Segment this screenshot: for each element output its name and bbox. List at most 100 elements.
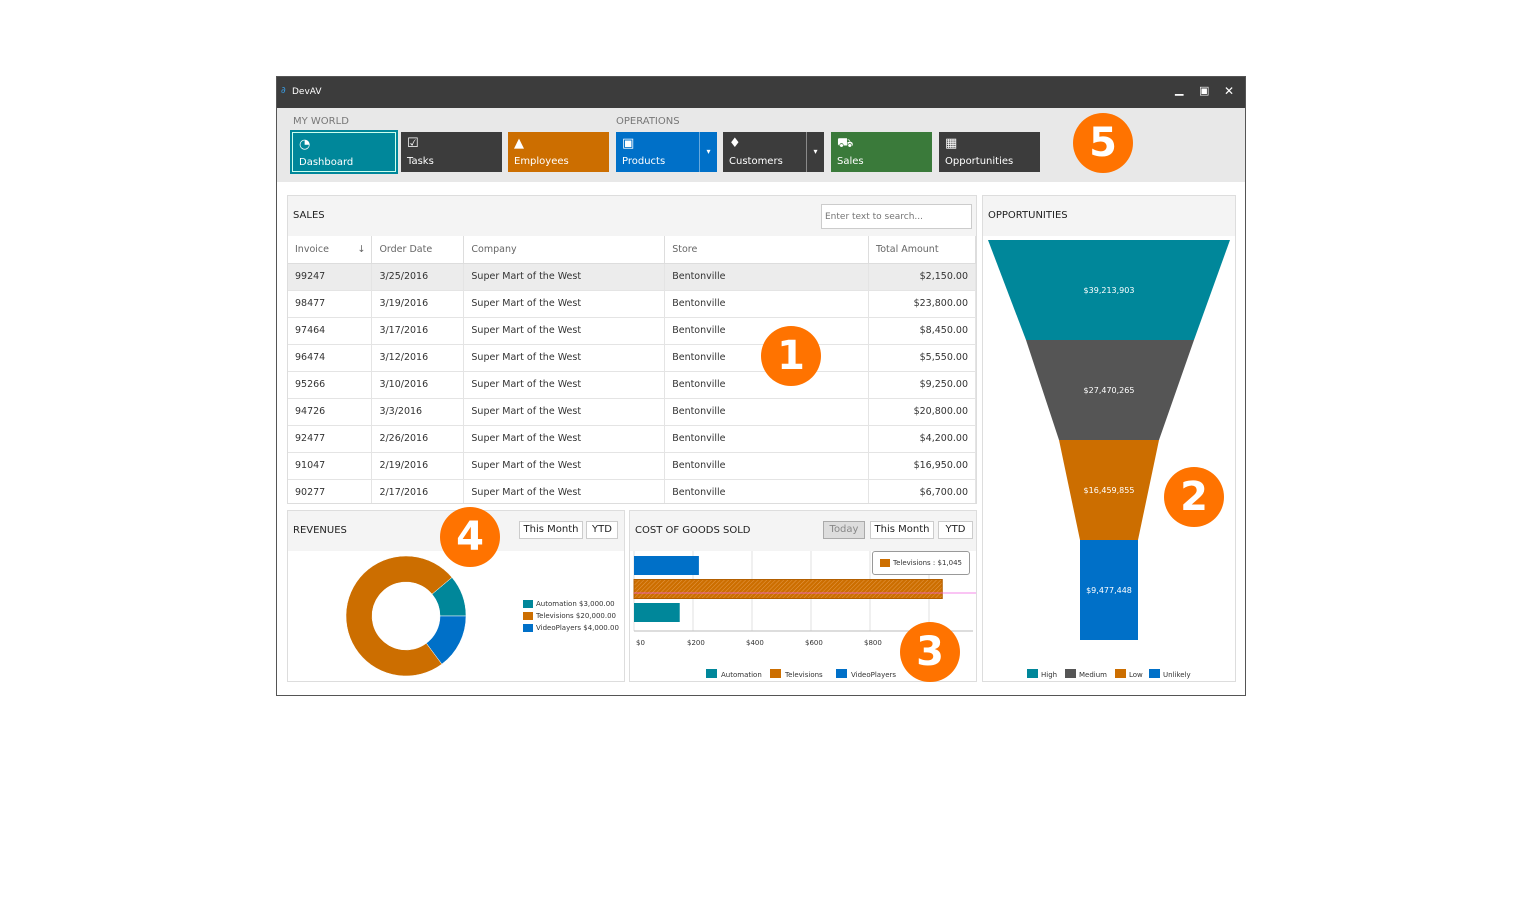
table-row[interactable]: 95266 3/10/2016 Super Mart of the West Bent… bbox=[288, 371, 976, 399]
x-tick-label: $0 bbox=[636, 639, 645, 647]
opportunities-funnel-chart: $39,213,903 $27,470,265 $16,459,855 $9,477,… bbox=[988, 240, 1230, 679]
legend-label: Low bbox=[1129, 671, 1143, 679]
table-cell: 97464 bbox=[288, 317, 373, 345]
table-cell: $16,950.00 bbox=[868, 452, 976, 480]
x-tick-label: $200 bbox=[687, 639, 705, 647]
tooltip-swatch bbox=[880, 559, 890, 567]
dropdown-arrow-icon[interactable]: ▾ bbox=[806, 132, 824, 172]
legend-label: VideoPlayers $4,000.00 bbox=[536, 624, 619, 632]
legend-label: VideoPlayers bbox=[851, 671, 896, 679]
table-cell: $6,700.00 bbox=[868, 479, 976, 503]
table-cell: Bentonville bbox=[664, 452, 870, 480]
funnel-value-label: $16,459,855 bbox=[1084, 486, 1135, 495]
legend-label: Unlikely bbox=[1163, 671, 1191, 679]
this-month-button[interactable]: This Month bbox=[870, 521, 934, 539]
tile-products[interactable]: ▣ Products ▾ bbox=[616, 132, 717, 172]
table-row[interactable]: 97464 3/17/2016 Super Mart of the West Bent… bbox=[288, 317, 976, 345]
table-row[interactable]: 94726 3/3/2016 Super Mart of the West Bento… bbox=[288, 398, 976, 426]
column-header-label: Store bbox=[672, 243, 698, 255]
table-row[interactable]: 90277 2/17/2016 Super Mart of the West Bent… bbox=[288, 479, 976, 503]
legend-swatch bbox=[523, 600, 533, 608]
column-header-label: Total Amount bbox=[876, 243, 939, 255]
today-button[interactable]: Today bbox=[823, 521, 865, 539]
column-header[interactable]: Total Amount bbox=[868, 236, 976, 264]
table-cell: $4,200.00 bbox=[868, 425, 976, 453]
funnel-value-label: $27,470,265 bbox=[1084, 386, 1135, 395]
table-cell: 99247 bbox=[288, 263, 373, 291]
funnel-value-label: $39,213,903 bbox=[1084, 286, 1135, 295]
table-cell: 3/19/2016 bbox=[371, 290, 465, 318]
sort-down-icon: ↓ bbox=[357, 243, 366, 255]
table-cell: 3/17/2016 bbox=[371, 317, 465, 345]
legend-swatch bbox=[523, 624, 533, 632]
table-cell: Super Mart of the West bbox=[463, 479, 666, 503]
table-cell: Super Mart of the West bbox=[463, 398, 666, 426]
tile-label: Tasks bbox=[407, 156, 434, 167]
tile-dashboard[interactable]: ◔ Dashboard bbox=[290, 130, 398, 174]
chart-tooltip: Televisions : $1,045 bbox=[872, 551, 970, 575]
column-header[interactable]: Company bbox=[463, 236, 666, 264]
ytd-button[interactable]: YTD bbox=[586, 521, 618, 539]
column-header[interactable]: Order Date bbox=[371, 236, 465, 264]
maximize-button[interactable]: ▣ bbox=[1199, 84, 1210, 97]
table-cell: 94726 bbox=[288, 398, 373, 426]
ytd-button[interactable]: YTD bbox=[938, 521, 973, 539]
table-row[interactable]: 91047 2/19/2016 Super Mart of the West Bent… bbox=[288, 452, 976, 480]
this-month-button[interactable]: This Month bbox=[519, 521, 583, 539]
bar-videoplayers[interactable] bbox=[634, 556, 699, 575]
revenues-donut-chart bbox=[345, 555, 467, 677]
tile-opportunities[interactable]: ▦ Opportunities bbox=[939, 132, 1040, 172]
opportunities-title: OPPORTUNITIES bbox=[983, 196, 1235, 236]
funnel-segment-unlikely[interactable] bbox=[1080, 540, 1138, 640]
tile-label: Opportunities bbox=[945, 156, 1014, 167]
table-cell: 3/10/2016 bbox=[371, 371, 465, 399]
funnel-segment-high[interactable] bbox=[988, 240, 1230, 340]
legend-label: High bbox=[1041, 671, 1057, 679]
table-cell: 91047 bbox=[288, 452, 373, 480]
tile-employees[interactable]: ▲ Employees bbox=[508, 132, 609, 172]
close-button[interactable]: ✕ bbox=[1224, 84, 1235, 98]
tile-sales[interactable]: ⛟ Sales bbox=[831, 132, 932, 172]
legend-item: Automation $3,000.00 bbox=[523, 598, 619, 610]
table-row[interactable]: 92477 2/26/2016 Super Mart of the West Bent… bbox=[288, 425, 976, 453]
callout-badge: 3 bbox=[900, 622, 960, 682]
tile-tasks[interactable]: ☑ Tasks bbox=[401, 132, 502, 172]
legend-swatch bbox=[706, 669, 717, 678]
table-cell: $20,800.00 bbox=[868, 398, 976, 426]
table-cell: 90277 bbox=[288, 479, 373, 503]
donut-slice-televisions[interactable] bbox=[345, 555, 453, 677]
bar-automation[interactable] bbox=[634, 603, 680, 622]
table-cell: 92477 bbox=[288, 425, 373, 453]
table-row[interactable]: 98477 3/19/2016 Super Mart of the West Bent… bbox=[288, 290, 976, 318]
table-cell: 2/19/2016 bbox=[371, 452, 465, 480]
table-cell: Bentonville bbox=[664, 425, 870, 453]
table-cell: 2/26/2016 bbox=[371, 425, 465, 453]
table-cell: Super Mart of the West bbox=[463, 344, 666, 372]
table-cell: 2/17/2016 bbox=[371, 479, 465, 503]
tile-customers[interactable]: ♦ Customers ▾ bbox=[723, 132, 824, 172]
minimize-button[interactable]: ▁ bbox=[1175, 83, 1184, 96]
bar-televisions[interactable] bbox=[633, 579, 943, 599]
legend-label: Medium bbox=[1079, 671, 1107, 679]
legend-swatch bbox=[1149, 669, 1160, 678]
column-header[interactable]: Store bbox=[664, 236, 870, 264]
table-cell: Super Mart of the West bbox=[463, 425, 666, 453]
group-operations: OPERATIONS bbox=[616, 116, 680, 127]
table-row[interactable]: 96474 3/12/2016 Super Mart of the West Bent… bbox=[288, 344, 976, 372]
tie-icon: ♦ bbox=[729, 136, 741, 151]
x-tick-label: $800 bbox=[864, 639, 882, 647]
legend-label: Televisions $20,000.00 bbox=[536, 612, 616, 620]
revenues-legend: Automation $3,000.00 Televisions $20,000.… bbox=[523, 598, 619, 634]
table-cell: Bentonville bbox=[664, 479, 870, 503]
table-cell: Super Mart of the West bbox=[463, 263, 666, 291]
search-input[interactable] bbox=[821, 204, 972, 229]
legend-swatch bbox=[1115, 669, 1126, 678]
tile-label: Products bbox=[622, 156, 666, 167]
app-logo-icon: ∂ bbox=[281, 86, 286, 96]
funnel-segment-medium[interactable] bbox=[1026, 340, 1194, 440]
funnel-segment-low[interactable] bbox=[1059, 440, 1159, 540]
table-row[interactable]: 99247 3/25/2016 Super Mart of the West Bent… bbox=[288, 263, 976, 291]
dropdown-arrow-icon[interactable]: ▾ bbox=[699, 132, 717, 172]
column-header[interactable]: Invoice ↓ bbox=[288, 236, 373, 264]
table-cell: $2,150.00 bbox=[868, 263, 976, 291]
